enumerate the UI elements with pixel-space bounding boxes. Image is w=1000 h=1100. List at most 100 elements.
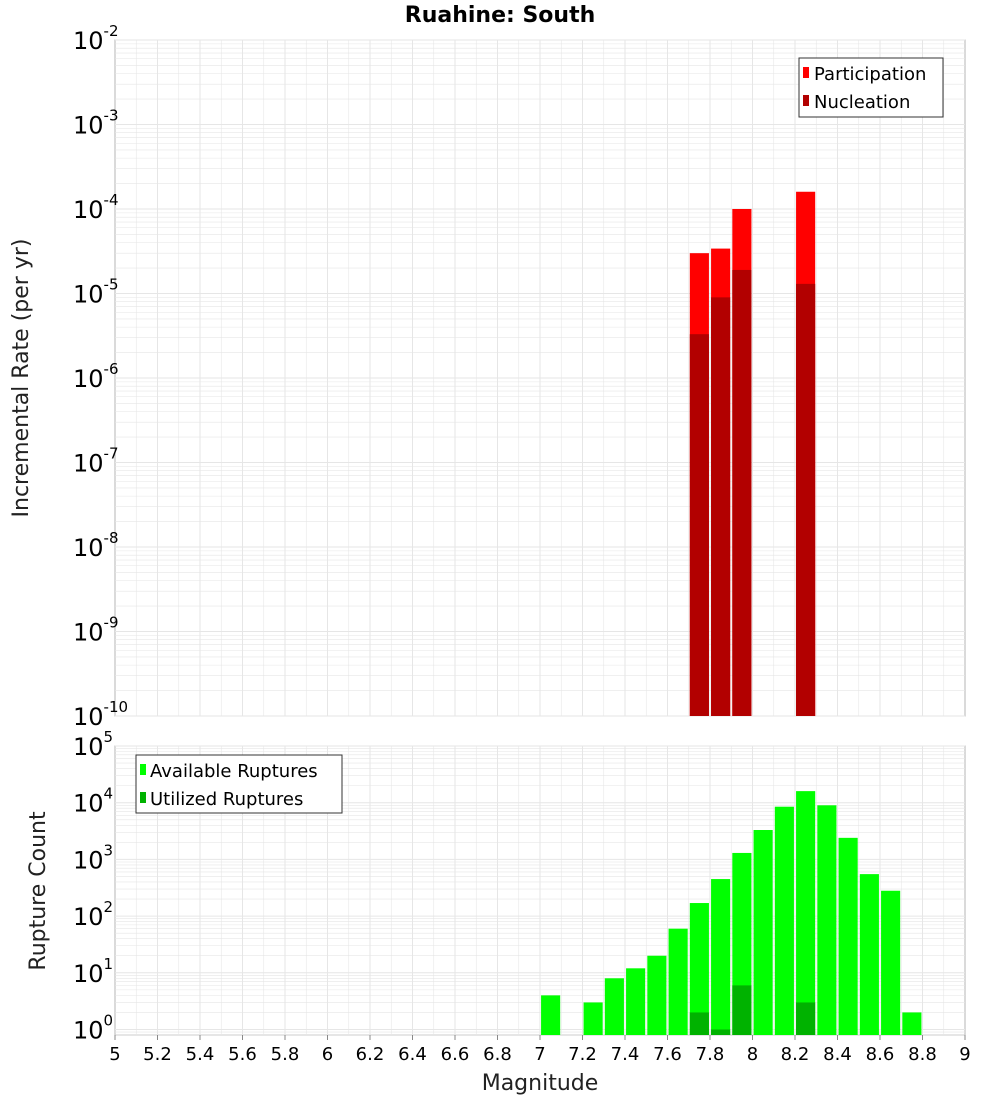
count-bar-available-ruptures — [902, 1012, 922, 1035]
rate-y-tick-label: 10-10 — [73, 698, 128, 731]
count-y-tick-label: 101 — [73, 955, 113, 988]
participation-legend-label: Participation — [814, 64, 926, 85]
nucleation-legend-label: Nucleation — [814, 92, 910, 113]
count-bar-available-ruptures — [881, 890, 901, 1035]
rate-bar-nucleation — [732, 269, 752, 716]
count-y-tick-exponent: 4 — [104, 785, 114, 803]
count-y-tick-label: 102 — [73, 898, 113, 931]
rate-y-tick-exponent: -4 — [104, 191, 119, 209]
count-bars — [541, 791, 922, 1035]
participation-legend-swatch — [803, 67, 809, 78]
x-tick-label: 8.4 — [823, 1044, 852, 1065]
count-y-tick-base: 10 — [73, 846, 104, 874]
count-y-tick-base: 10 — [73, 733, 104, 761]
rate-y-tick-label: 10-9 — [73, 614, 119, 647]
count-legend: Available Ruptures Utilized Ruptures — [135, 754, 343, 814]
rate-y-tick-label: 10-3 — [73, 107, 119, 140]
count-y-tick-exponent: 0 — [104, 1012, 114, 1030]
count-bar-available-ruptures — [604, 978, 624, 1035]
rate-legend-box — [798, 57, 944, 118]
rate-y-tick-label: 10-6 — [73, 360, 119, 393]
count-bar-utilized-ruptures — [711, 1029, 731, 1035]
count-y-tick-label: 100 — [73, 1012, 113, 1045]
count-bar-available-ruptures — [647, 955, 667, 1035]
x-tick-label: 5 — [109, 1044, 120, 1065]
count-bar-available-ruptures — [796, 791, 816, 1035]
x-tick-label: 7.8 — [696, 1044, 725, 1065]
rate-y-tick-label: 10-4 — [73, 191, 119, 224]
count-bar-utilized-ruptures — [796, 1002, 816, 1035]
x-tick-label: 7.2 — [568, 1044, 597, 1065]
count-bar-utilized-ruptures — [732, 985, 752, 1035]
count-bar-available-ruptures — [541, 995, 561, 1035]
rate-y-axis-label: Incremental Rate (per yr) — [9, 239, 34, 518]
x-tick-label: 7.4 — [611, 1044, 640, 1065]
x-tick-label: 5.4 — [186, 1044, 215, 1065]
rate-y-tick-label: 10-2 — [73, 22, 119, 55]
nucleation-legend-swatch — [803, 95, 809, 106]
rate-y-tick-base: 10 — [73, 619, 104, 647]
count-y-tick-label: 104 — [73, 785, 113, 818]
count-bar-available-ruptures — [859, 874, 879, 1035]
count-y-tick-base: 10 — [73, 790, 104, 818]
count-y-tick-exponent: 1 — [104, 955, 114, 973]
count-bar-available-ruptures — [838, 837, 858, 1035]
available-legend-swatch — [140, 764, 146, 775]
x-tick-label: 7 — [534, 1044, 545, 1065]
rate-y-tick-exponent: -6 — [104, 360, 119, 378]
rate-y-tick-exponent: -3 — [104, 107, 119, 125]
rate-bar-nucleation — [711, 297, 731, 716]
x-tick-label: 9 — [959, 1044, 970, 1065]
count-y-tick-base: 10 — [73, 903, 104, 931]
rate-y-tick-base: 10 — [73, 27, 104, 55]
count-y-tick-label: 103 — [73, 841, 113, 874]
rate-y-tick-base: 10 — [73, 112, 104, 140]
rate-legend: Participation Nucleation — [798, 57, 944, 118]
count-bar-available-ruptures — [817, 805, 837, 1035]
count-y-tick-exponent: 2 — [104, 898, 114, 916]
x-tick-label: 5.6 — [228, 1044, 257, 1065]
rate-y-tick-base: 10 — [73, 450, 104, 478]
x-tick-label: 7.6 — [653, 1044, 682, 1065]
count-bar-available-ruptures — [711, 879, 731, 1035]
x-axis-label: Magnitude — [482, 1071, 599, 1096]
utilized-legend-label: Utilized Ruptures — [150, 789, 303, 810]
count-bar-available-ruptures — [583, 1002, 603, 1035]
rate-grid — [115, 39, 965, 717]
count-bar-available-ruptures — [689, 903, 709, 1035]
x-tick-label: 8.2 — [781, 1044, 810, 1065]
x-tick-label: 6.6 — [441, 1044, 470, 1065]
count-y-tick-label: 105 — [73, 728, 113, 761]
rate-bar-nucleation — [796, 283, 816, 716]
rate-y-tick-exponent: -7 — [104, 445, 119, 463]
rate-y-tick-base: 10 — [73, 281, 104, 309]
x-ticks: 5 5.2 5.4 5.6 5.8 6 6.2 6.4 6.6 6.8 7 7.2 7.4 7.6 7.8 8… — [109, 1035, 971, 1065]
count-y-tick-base: 10 — [73, 1017, 104, 1045]
count-bar-available-ruptures — [774, 806, 794, 1035]
rate-y-tick-base: 10 — [73, 365, 104, 393]
rate-y-tick-label: 10-5 — [73, 276, 119, 309]
count-y-tick-exponent: 5 — [104, 728, 114, 746]
count-bar-available-ruptures — [668, 928, 688, 1035]
x-tick-label: 5.8 — [271, 1044, 300, 1065]
count-bar-available-ruptures — [753, 830, 773, 1035]
rate-bars — [689, 191, 816, 717]
x-tick-label: 6 — [322, 1044, 333, 1065]
x-tick-label: 5.2 — [143, 1044, 172, 1065]
count-legend-box — [135, 754, 343, 814]
x-tick-label: 6.4 — [398, 1044, 427, 1065]
count-y-axis-label: Rupture Count — [26, 811, 51, 971]
rate-y-tick-exponent: -8 — [104, 529, 119, 547]
x-tick-label: 8.8 — [908, 1044, 937, 1065]
rate-y-tick-label: 10-7 — [73, 445, 119, 478]
utilized-legend-swatch — [140, 792, 146, 803]
count-bar-utilized-ruptures — [689, 1012, 709, 1035]
count-y-tick-base: 10 — [73, 960, 104, 988]
count-bar-available-ruptures — [626, 968, 646, 1035]
rate-bar-nucleation — [689, 334, 709, 716]
